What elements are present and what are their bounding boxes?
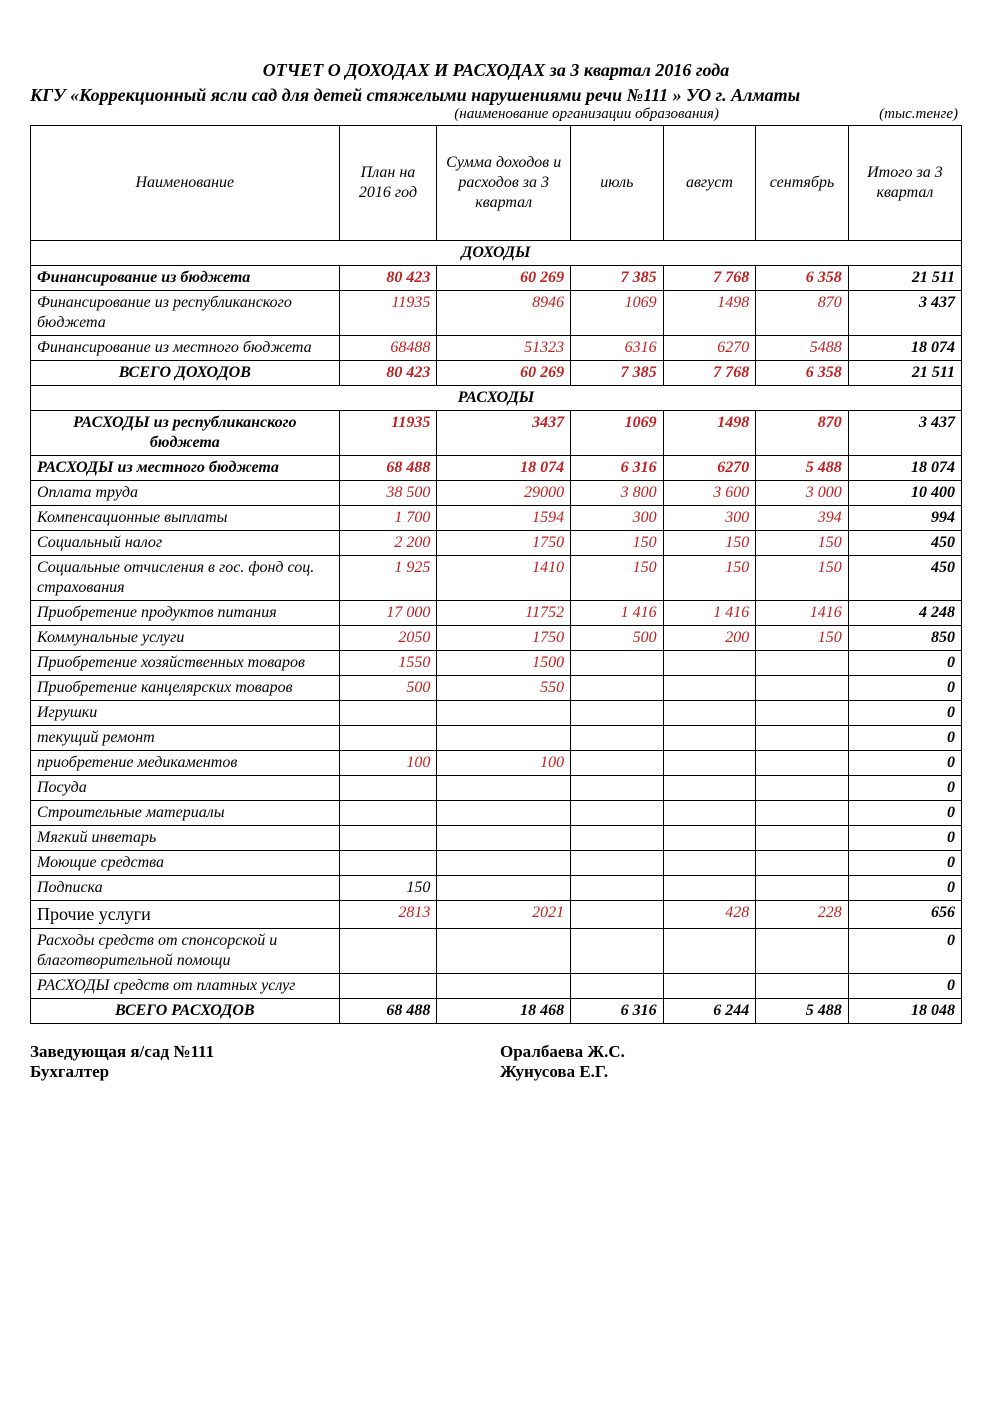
table-row: Мягкий инветарь0 — [31, 826, 962, 851]
table-row: Посуда0 — [31, 776, 962, 801]
table-row: Подписка1500 — [31, 876, 962, 901]
col-sep: сентябрь — [756, 126, 849, 241]
table-row: Приобретение продуктов питания17 0001175… — [31, 601, 962, 626]
table-row: Финансирование из местного бюджета684885… — [31, 336, 962, 361]
signatures: Заведующая я/сад №111 Оралбаева Ж.С. Бух… — [30, 1042, 962, 1082]
col-jul: июль — [571, 126, 664, 241]
table-row: РАСХОДЫ из республиканского бюджета11935… — [31, 411, 962, 456]
table-row: ВСЕГО ДОХОДОВ80 42360 2697 3857 7686 358… — [31, 361, 962, 386]
table-row: Игрушки0 — [31, 701, 962, 726]
sig-role-2: Бухгалтер — [30, 1062, 500, 1082]
sig-name-1: Оралбаева Ж.С. — [500, 1042, 625, 1062]
table-row: Социальный налог2 2001750150150150450 — [31, 531, 962, 556]
col-aug: август — [663, 126, 756, 241]
table-row: Финансирование из бюджета80 42360 2697 3… — [31, 266, 962, 291]
table-row: Социальные отчисления в гос. фонд соц. с… — [31, 556, 962, 601]
col-sum: Сумма доходов и расходов за 3 квартал — [437, 126, 571, 241]
report-subtitle: КГУ «Коррекционный ясли сад для детей ст… — [30, 85, 962, 106]
unit-caption: (тыс.тенге) — [879, 106, 958, 123]
table-row: приобретение медикаментов1001000 — [31, 751, 962, 776]
section-header: РАСХОДЫ — [31, 386, 962, 411]
section-header: ДОХОДЫ — [31, 241, 962, 266]
col-total: Итого за 3 квартал — [848, 126, 961, 241]
table-row: Коммунальные услуги20501750500200150850 — [31, 626, 962, 651]
table-row: РАСХОДЫ средств от платных услуг0 — [31, 973, 962, 998]
table-row: Расходы средств от спонсорской и благотв… — [31, 928, 962, 973]
table-header-row: Наименование План на 2016 год Сумма дохо… — [31, 126, 962, 241]
table-row: ВСЕГО РАСХОДОВ68 48818 4686 3166 2445 48… — [31, 998, 962, 1023]
sig-role-1: Заведующая я/сад №111 — [30, 1042, 500, 1062]
table-row: Приобретение канцелярских товаров5005500 — [31, 676, 962, 701]
table-row: Прочие услуги28132021428228656 — [31, 901, 962, 929]
col-name: Наименование — [31, 126, 340, 241]
table-row: Моющие средства0 — [31, 851, 962, 876]
report-title: ОТЧЕТ О ДОХОДАХ И РАСХОДАХ за 3 квартал … — [30, 60, 962, 81]
table-row: РАСХОДЫ из местного бюджета68 48818 0746… — [31, 456, 962, 481]
sig-name-2: Жунусова Е.Г. — [500, 1062, 608, 1082]
table-row: текущий ремонт0 — [31, 726, 962, 751]
org-caption: (наименование организации образования) — [294, 106, 879, 123]
table-row: Оплата труда38 500290003 8003 6003 00010… — [31, 481, 962, 506]
table-row: Финансирование из республиканского бюдже… — [31, 291, 962, 336]
table-row: Строительные материалы0 — [31, 801, 962, 826]
table-row: Приобретение хозяйственных товаров155015… — [31, 651, 962, 676]
report-table: Наименование План на 2016 год Сумма дохо… — [30, 125, 962, 1024]
table-row: Компенсационные выплаты1 700159430030039… — [31, 506, 962, 531]
col-plan: План на 2016 год — [339, 126, 437, 241]
